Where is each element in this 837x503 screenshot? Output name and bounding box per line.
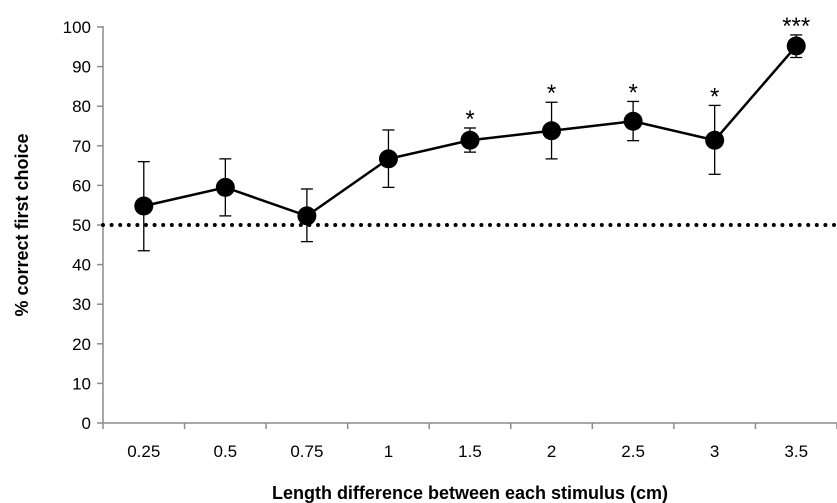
data-point (215, 177, 235, 197)
x-tick-label: 3 (710, 442, 719, 461)
y-tick-label: 100 (63, 18, 91, 37)
data-point (378, 149, 398, 169)
y-tick-label: 80 (72, 97, 91, 116)
x-tick-label: 2.5 (621, 442, 645, 461)
data-points (134, 36, 806, 226)
y-axis-title: % correct first choice (12, 133, 32, 316)
data-point (542, 121, 562, 141)
x-tick-label: 0.5 (214, 442, 238, 461)
data-point (623, 111, 643, 131)
significance-label: * (547, 80, 556, 107)
y-tick-label: 50 (72, 216, 91, 235)
x-axis-title: Length difference between each stimulus … (272, 483, 668, 503)
x-tick-label: 1 (384, 442, 393, 461)
y-tick-label: 70 (72, 137, 91, 156)
data-point (786, 36, 806, 56)
y-axis: 0 10 20 30 40 50 60 70 80 90 100 (63, 18, 104, 433)
x-tick-label: 1.5 (458, 442, 482, 461)
x-tick-label: 2 (547, 442, 556, 461)
y-tick-label: 90 (72, 58, 91, 77)
data-point (134, 196, 154, 216)
significance-label: *** (782, 13, 810, 40)
y-tick-label: 0 (82, 414, 91, 433)
y-tick-label: 20 (72, 335, 91, 354)
x-axis: 0.25 0.5 0.75 1 1.5 2 2.5 3 3.5 (102, 422, 837, 461)
significance-labels: ** * **** (465, 13, 810, 133)
data-point (705, 130, 725, 150)
significance-label: * (628, 79, 637, 106)
x-tick-label: 0.75 (290, 442, 323, 461)
significance-label: * (710, 83, 719, 110)
y-tick-label: 30 (72, 295, 91, 314)
y-tick-label: 60 (72, 176, 91, 195)
y-tick-label: 10 (72, 374, 91, 393)
x-tick-label: 3.5 (784, 442, 808, 461)
y-tick-label: 40 (72, 256, 91, 275)
x-tick-label: 0.25 (127, 442, 160, 461)
data-point (297, 206, 317, 226)
data-point (460, 130, 480, 150)
significance-label: * (465, 106, 474, 133)
